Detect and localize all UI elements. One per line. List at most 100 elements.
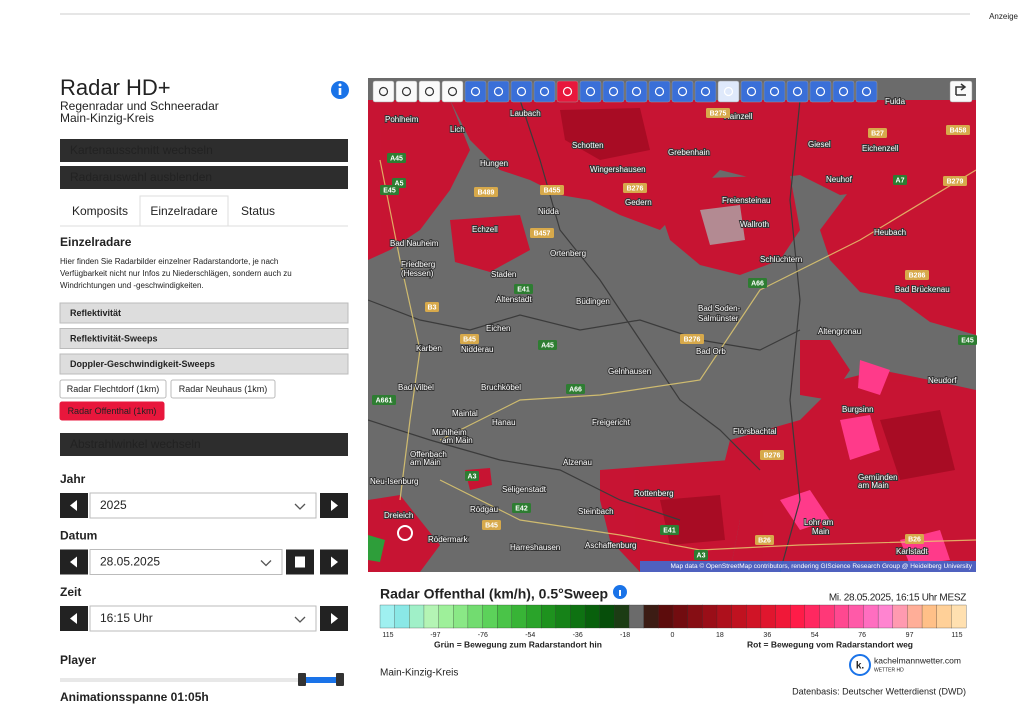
radar-button[interactable] [59,401,165,421]
app-title: Radar HD+ [60,75,171,100]
tool-button[interactable] [487,80,510,103]
map-label: Hainzell [724,112,753,121]
map-label: Harreshausen [510,543,560,552]
product-button[interactable] [59,353,349,375]
radar-button[interactable] [170,379,276,399]
map-label: Offenbach [410,450,447,459]
tool-button[interactable] [786,80,809,103]
legend-caption: Rot = Bewegung vom Radarstandort weg [747,639,913,649]
tool-button[interactable] [855,80,878,103]
radar-label[interactable]: Radar Neuhaus (1km) [179,384,268,394]
map-label: Ortenberg [550,249,586,258]
tool-button[interactable] [556,80,579,103]
slider-handle[interactable] [298,673,306,686]
radar-map[interactable]: Map data © OpenStreetMap contributors, r… [368,78,976,572]
dark-button-label[interactable]: Abstrahlwinkel wechseln [70,437,201,451]
legend-cell [643,604,659,629]
tool-glyph [654,86,665,97]
slider-handle[interactable] [336,673,344,686]
legend-tick: 115 [382,632,393,639]
map-label: Maintal [452,409,478,418]
road-shield [694,550,708,560]
dark-button-label[interactable]: Radarauswahl ausblenden [70,170,212,184]
legend-tick: -54 [525,632,535,639]
road-shield-label: A5 [395,180,404,187]
road-shield-label: B45 [485,522,498,529]
dark-button-label[interactable]: Kartenausschnitt wechseln [70,143,213,157]
radar-button[interactable] [59,379,167,399]
tab[interactable]: Einzelradare [150,204,218,218]
tool-button[interactable] [809,80,832,103]
select-value[interactable]: 16:15 Uhr [100,611,153,625]
tool-button[interactable] [602,80,625,103]
road-shield-label: B276 [764,452,781,459]
select-value[interactable]: 28.05.2025 [100,555,160,569]
select-box[interactable] [89,549,283,575]
tool-button[interactable] [372,80,395,103]
tool-button[interactable] [579,80,602,103]
road-shield [465,471,479,481]
dark-button[interactable] [60,139,348,162]
radar-label[interactable]: Radar Flechtdorf (1km) [67,384,160,394]
map-label: Echzell [472,225,498,234]
legend-cell [467,604,483,629]
tool-button[interactable] [418,80,441,103]
tool-button[interactable] [717,80,740,103]
select-box[interactable] [89,492,317,519]
share-glyph [955,83,967,96]
tool-glyph [723,86,734,97]
tool-button[interactable] [671,80,694,103]
tool-button[interactable] [441,80,464,103]
legend-cell [570,604,586,629]
legend-tick: 18 [716,632,724,639]
radar-label[interactable]: Radar Offenthal (1km) [68,406,157,416]
tool-button[interactable] [510,80,533,103]
map-label: Neu-Isenburg [370,477,418,486]
product-button[interactable] [59,302,349,324]
tool-button[interactable] [694,80,717,103]
map-label: Bad Soden- [698,304,741,313]
animation-span: Animationsspanne 01:05h [60,690,209,704]
timestamp: Mi. 28.05.2025, 16:15 Uhr MESZ [829,593,966,604]
legend-tick: 76 [858,632,866,639]
tool-button[interactable] [395,80,418,103]
product-button[interactable] [59,328,349,349]
product-label[interactable]: Reflektivität [70,308,121,318]
road-shield [514,284,533,294]
product-label[interactable]: Doppler-Geschwindigkeit-Sweeps [70,359,215,369]
tool-button[interactable] [464,80,487,103]
legend-tick: 115 [951,632,962,639]
legend-cell [790,604,806,629]
tool-glyph [562,86,573,97]
road-shield [660,525,679,535]
product-label[interactable]: Reflektivität-Sweeps [70,333,158,343]
dark-button[interactable] [60,433,348,456]
map-label: Giesel [808,140,831,149]
prev-arrow [70,500,77,511]
tool-button[interactable] [625,80,648,103]
tab[interactable]: Komposits [72,204,128,218]
tool-glyph [631,86,642,97]
select-value[interactable]: 2025 [100,498,127,512]
legend-tick: 0 [671,632,675,639]
legend-cell [497,604,513,629]
dark-button[interactable] [60,166,348,189]
field-label: Jahr [60,472,86,486]
tool-button[interactable] [740,80,763,103]
tab[interactable]: Status [241,204,275,218]
map-label: Flörsbachtal [733,427,777,436]
legend-cell [892,604,908,629]
legend-cell [702,604,718,629]
next-arrow [331,613,338,624]
map-label: Nidda [538,207,559,216]
select-box[interactable] [89,605,317,632]
tool-button[interactable] [832,80,855,103]
slider-track [60,678,342,682]
brand-name: kachelmannwetter.com [874,655,961,665]
map-label: Alzenau [563,458,592,467]
tool-button[interactable] [648,80,671,103]
tool-button[interactable] [533,80,556,103]
tool-button[interactable] [763,80,786,103]
road-shield [760,450,784,460]
road-shield [868,128,887,138]
